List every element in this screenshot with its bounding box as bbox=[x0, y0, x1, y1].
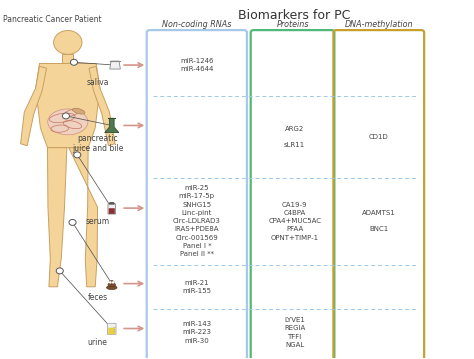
Polygon shape bbox=[110, 61, 120, 69]
Circle shape bbox=[109, 282, 111, 283]
Polygon shape bbox=[69, 148, 98, 287]
FancyBboxPatch shape bbox=[108, 204, 116, 214]
Text: LYVE1
REGIA
TFFI
NGAL: LYVE1 REGIA TFFI NGAL bbox=[284, 317, 305, 348]
Polygon shape bbox=[109, 202, 114, 204]
Polygon shape bbox=[47, 148, 67, 287]
FancyBboxPatch shape bbox=[108, 328, 115, 334]
Text: CD1D: CD1D bbox=[369, 134, 389, 140]
Ellipse shape bbox=[48, 109, 88, 135]
Text: urine: urine bbox=[88, 339, 108, 348]
Text: miR-25
miR-17-5p
SNHG15
Linc-pint
Circ-LDLRAD3
IRAS+PDE8A
Circ-001569
Panel I *
: miR-25 miR-17-5p SNHG15 Linc-pint Circ-L… bbox=[173, 185, 221, 257]
Ellipse shape bbox=[73, 108, 85, 114]
Circle shape bbox=[71, 59, 77, 65]
Circle shape bbox=[63, 113, 70, 119]
Polygon shape bbox=[20, 66, 46, 146]
FancyBboxPatch shape bbox=[108, 323, 116, 335]
Text: saliva: saliva bbox=[86, 78, 109, 87]
Polygon shape bbox=[105, 118, 119, 132]
Text: Proteins: Proteins bbox=[276, 20, 309, 29]
Text: feces: feces bbox=[88, 293, 108, 302]
Text: Pancreatic Cancer Patient: Pancreatic Cancer Patient bbox=[3, 15, 102, 24]
Text: Biomarkers for PC: Biomarkers for PC bbox=[237, 9, 350, 22]
Circle shape bbox=[69, 219, 76, 225]
Circle shape bbox=[112, 282, 114, 283]
Polygon shape bbox=[62, 54, 73, 64]
Text: miR-21
miR-155: miR-21 miR-155 bbox=[182, 280, 211, 294]
Circle shape bbox=[74, 152, 81, 158]
Ellipse shape bbox=[107, 286, 117, 290]
Circle shape bbox=[54, 31, 82, 54]
Text: serum: serum bbox=[85, 217, 109, 226]
Circle shape bbox=[56, 268, 64, 274]
Polygon shape bbox=[36, 64, 100, 148]
Text: miR-143
miR-223
miR-30: miR-143 miR-223 miR-30 bbox=[182, 321, 211, 344]
Text: CA19-9
C4BPA
CPA4+MUC5AC
PFAA
OPNT+TIMP-1: CA19-9 C4BPA CPA4+MUC5AC PFAA OPNT+TIMP-… bbox=[268, 202, 321, 241]
Text: DNA-methylation: DNA-methylation bbox=[345, 20, 413, 29]
Ellipse shape bbox=[109, 281, 114, 284]
Text: Non-coding RNAs: Non-coding RNAs bbox=[162, 20, 231, 29]
Text: ADAMTS1

BNC1: ADAMTS1 BNC1 bbox=[362, 210, 396, 233]
Ellipse shape bbox=[108, 283, 116, 287]
Text: ARG2

sLR11: ARG2 sLR11 bbox=[284, 126, 305, 148]
Text: pancreatic
juice and bile: pancreatic juice and bile bbox=[72, 134, 123, 153]
FancyBboxPatch shape bbox=[109, 208, 115, 214]
Text: miR-1246
miR-4644: miR-1246 miR-4644 bbox=[180, 58, 214, 73]
Polygon shape bbox=[89, 66, 115, 146]
